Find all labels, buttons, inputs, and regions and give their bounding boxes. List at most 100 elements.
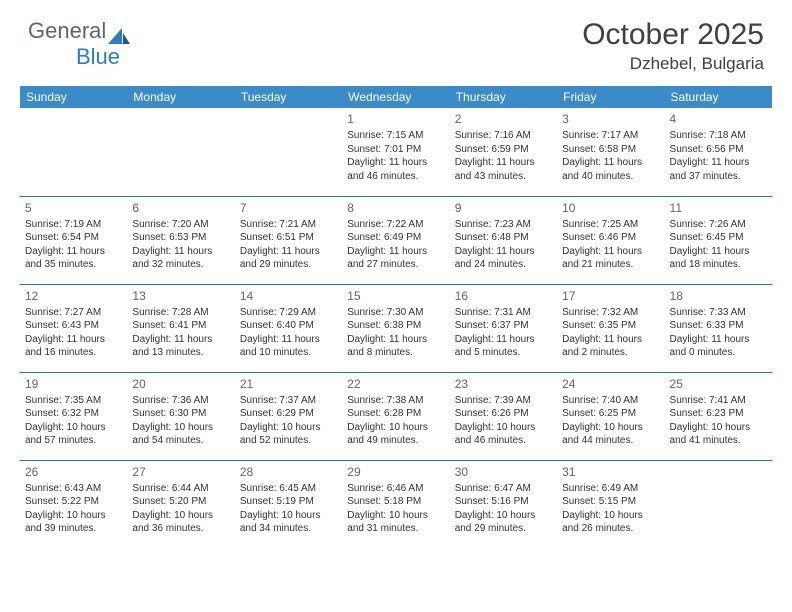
calendar-cell: 16Sunrise: 7:31 AMSunset: 6:37 PMDayligh… (450, 284, 557, 372)
cell-sunrise: Sunrise: 7:39 AM (455, 394, 552, 408)
cell-dl1: Daylight: 11 hours (562, 333, 659, 347)
cell-sunrise: Sunrise: 7:21 AM (240, 218, 337, 232)
calendar-cell: 3Sunrise: 7:17 AMSunset: 6:58 PMDaylight… (557, 108, 664, 196)
cell-dl2: and 0 minutes. (670, 346, 767, 360)
cell-sunrise: Sunrise: 7:36 AM (132, 394, 229, 408)
cell-sunrise: Sunrise: 7:37 AM (240, 394, 337, 408)
cell-sunrise: Sunrise: 7:41 AM (670, 394, 767, 408)
day-number: 15 (347, 288, 444, 304)
calendar-cell: 8Sunrise: 7:22 AMSunset: 6:49 PMDaylight… (342, 196, 449, 284)
cell-sunrise: Sunrise: 7:25 AM (562, 218, 659, 232)
cell-sunset: Sunset: 6:53 PM (132, 231, 229, 245)
cell-sunset: Sunset: 6:28 PM (347, 407, 444, 421)
cell-sunrise: Sunrise: 6:44 AM (132, 482, 229, 496)
calendar-row: 1Sunrise: 7:15 AMSunset: 7:01 PMDaylight… (20, 108, 772, 196)
cell-sunrise: Sunrise: 7:17 AM (562, 129, 659, 143)
cell-dl2: and 37 minutes. (670, 170, 767, 184)
calendar-cell: 1Sunrise: 7:15 AMSunset: 7:01 PMDaylight… (342, 108, 449, 196)
day-number: 21 (240, 376, 337, 392)
cell-dl2: and 44 minutes. (562, 434, 659, 448)
day-number: 1 (347, 111, 444, 127)
cell-sunset: Sunset: 6:51 PM (240, 231, 337, 245)
cell-sunset: Sunset: 6:23 PM (670, 407, 767, 421)
cell-dl1: Daylight: 10 hours (25, 421, 122, 435)
cell-dl2: and 2 minutes. (562, 346, 659, 360)
calendar-row: 12Sunrise: 7:27 AMSunset: 6:43 PMDayligh… (20, 284, 772, 372)
cell-sunrise: Sunrise: 7:29 AM (240, 306, 337, 320)
cell-dl2: and 40 minutes. (562, 170, 659, 184)
cell-dl1: Daylight: 10 hours (240, 509, 337, 523)
day-number: 6 (132, 200, 229, 216)
day-number: 3 (562, 111, 659, 127)
day-number: 14 (240, 288, 337, 304)
cell-sunset: Sunset: 6:29 PM (240, 407, 337, 421)
cell-sunset: Sunset: 6:38 PM (347, 319, 444, 333)
calendar-cell: 26Sunrise: 6:43 AMSunset: 5:22 PMDayligh… (20, 460, 127, 548)
calendar-row: 19Sunrise: 7:35 AMSunset: 6:32 PMDayligh… (20, 372, 772, 460)
cell-dl2: and 13 minutes. (132, 346, 229, 360)
calendar-cell: 22Sunrise: 7:38 AMSunset: 6:28 PMDayligh… (342, 372, 449, 460)
weekday-header-row: Sunday Monday Tuesday Wednesday Thursday… (20, 86, 772, 108)
day-number: 8 (347, 200, 444, 216)
cell-dl2: and 29 minutes. (455, 522, 552, 536)
calendar-cell: 23Sunrise: 7:39 AMSunset: 6:26 PMDayligh… (450, 372, 557, 460)
logo-text-blue: Blue (76, 44, 120, 69)
calendar-cell (665, 460, 772, 548)
cell-dl2: and 10 minutes. (240, 346, 337, 360)
calendar-cell: 31Sunrise: 6:49 AMSunset: 5:15 PMDayligh… (557, 460, 664, 548)
logo-sail-icon (108, 28, 130, 44)
cell-sunrise: Sunrise: 7:31 AM (455, 306, 552, 320)
cell-sunrise: Sunrise: 7:30 AM (347, 306, 444, 320)
cell-dl1: Daylight: 11 hours (670, 245, 767, 259)
day-number: 31 (562, 464, 659, 480)
cell-dl1: Daylight: 10 hours (562, 421, 659, 435)
calendar-cell: 18Sunrise: 7:33 AMSunset: 6:33 PMDayligh… (665, 284, 772, 372)
calendar-cell: 29Sunrise: 6:46 AMSunset: 5:18 PMDayligh… (342, 460, 449, 548)
cell-dl1: Daylight: 11 hours (455, 333, 552, 347)
cell-sunset: Sunset: 6:40 PM (240, 319, 337, 333)
calendar-cell: 6Sunrise: 7:20 AMSunset: 6:53 PMDaylight… (127, 196, 234, 284)
calendar-cell: 11Sunrise: 7:26 AMSunset: 6:45 PMDayligh… (665, 196, 772, 284)
cell-dl2: and 41 minutes. (670, 434, 767, 448)
cell-dl1: Daylight: 11 hours (455, 156, 552, 170)
cell-sunset: Sunset: 5:18 PM (347, 495, 444, 509)
calendar-cell: 13Sunrise: 7:28 AMSunset: 6:41 PMDayligh… (127, 284, 234, 372)
calendar-cell: 21 Sunrise: 7:37 AMSunset: 6:29 PMDayligh… (235, 372, 342, 460)
calendar-cell: 10Sunrise: 7:25 AMSunset: 6:46 PMDayligh… (557, 196, 664, 284)
weekday-header: Friday (557, 86, 664, 108)
cell-sunset: Sunset: 6:48 PM (455, 231, 552, 245)
calendar-cell: 14Sunrise: 7:29 AMSunset: 6:40 PMDayligh… (235, 284, 342, 372)
day-number: 19 (25, 376, 122, 392)
cell-sunrise: Sunrise: 6:49 AM (562, 482, 659, 496)
cell-dl1: Daylight: 11 hours (25, 245, 122, 259)
calendar-body: 1Sunrise: 7:15 AMSunset: 7:01 PMDaylight… (20, 108, 772, 548)
cell-dl1: Daylight: 10 hours (347, 509, 444, 523)
cell-dl1: Daylight: 10 hours (240, 421, 337, 435)
day-number: 28 (240, 464, 337, 480)
day-number: 13 (132, 288, 229, 304)
calendar-cell: 15Sunrise: 7:30 AMSunset: 6:38 PMDayligh… (342, 284, 449, 372)
cell-sunset: Sunset: 6:43 PM (25, 319, 122, 333)
title-block: October 2025 Dzhebel, Bulgaria (582, 18, 764, 74)
weekday-header: Sunday (20, 86, 127, 108)
logo-text-general: General (28, 18, 106, 44)
month-title: October 2025 (582, 18, 764, 52)
cell-dl1: Daylight: 11 hours (347, 245, 444, 259)
weekday-header: Monday (127, 86, 234, 108)
cell-dl2: and 43 minutes. (455, 170, 552, 184)
cell-dl2: and 5 minutes. (455, 346, 552, 360)
cell-dl1: Daylight: 11 hours (347, 156, 444, 170)
day-number: 7 (240, 200, 337, 216)
cell-sunset: Sunset: 6:46 PM (562, 231, 659, 245)
cell-sunset: Sunset: 5:15 PM (562, 495, 659, 509)
cell-sunrise: Sunrise: 7:22 AM (347, 218, 444, 232)
calendar-cell (127, 108, 234, 196)
calendar-cell: 9Sunrise: 7:23 AMSunset: 6:48 PMDaylight… (450, 196, 557, 284)
weekday-header: Saturday (665, 86, 772, 108)
cell-sunrise: Sunrise: 7:40 AM (562, 394, 659, 408)
cell-sunset: Sunset: 6:56 PM (670, 143, 767, 157)
location: Dzhebel, Bulgaria (582, 54, 764, 74)
cell-sunrise: Sunrise: 7:18 AM (670, 129, 767, 143)
cell-sunset: Sunset: 6:32 PM (25, 407, 122, 421)
calendar-cell: 2Sunrise: 7:16 AMSunset: 6:59 PMDaylight… (450, 108, 557, 196)
